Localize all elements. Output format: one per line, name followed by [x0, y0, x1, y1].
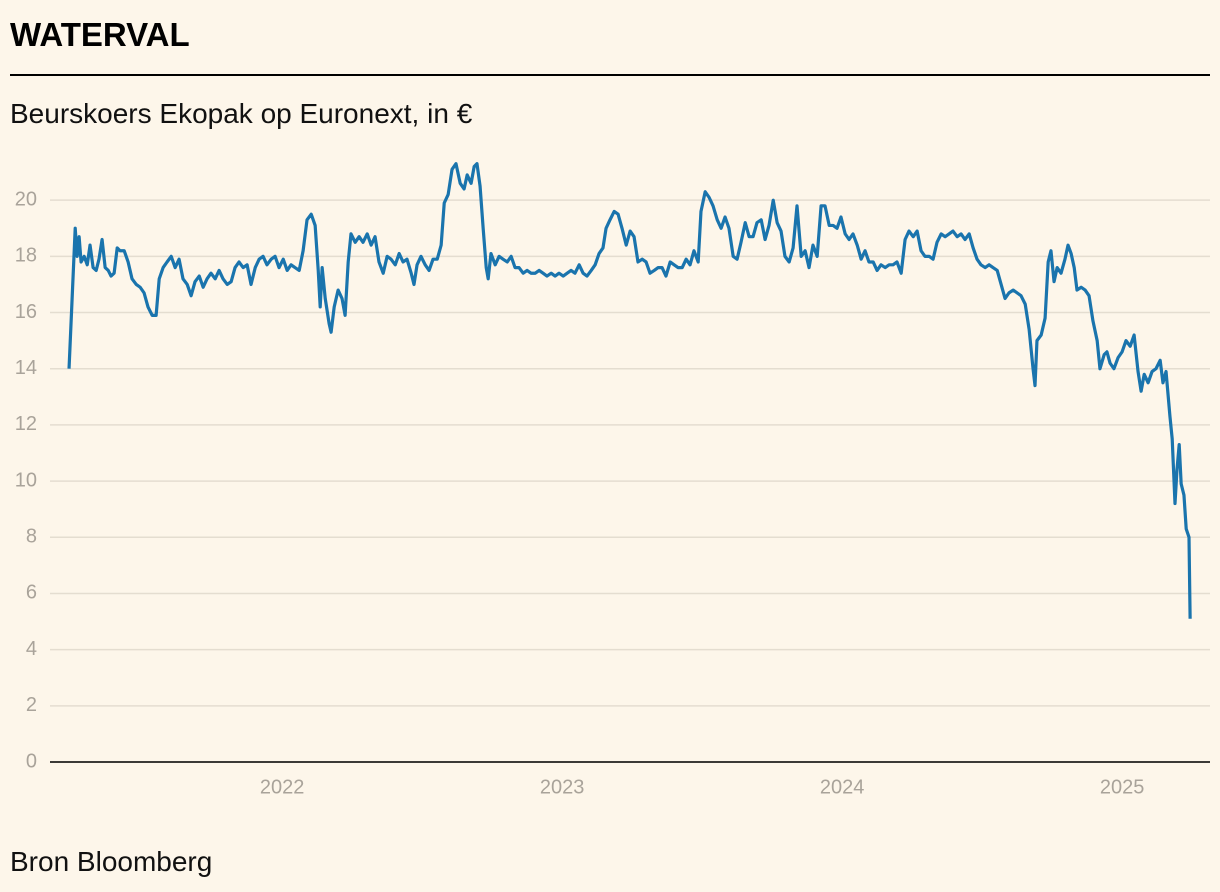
x-tick-label: 2022 [260, 776, 305, 798]
y-tick-label: 6 [26, 582, 37, 604]
y-tick-label: 12 [15, 413, 37, 435]
y-tick-label: 10 [15, 469, 37, 491]
y-tick-label: 14 [15, 357, 37, 379]
y-tick-label: 20 [15, 188, 37, 210]
x-tick-label: 2024 [820, 776, 865, 798]
x-tick-label: 2023 [540, 776, 585, 798]
source: Bron Bloomberg [10, 846, 212, 877]
chart-title: WATERVAL [10, 16, 190, 53]
x-tick-label: 2025 [1100, 776, 1145, 798]
y-tick-label: 16 [15, 301, 37, 323]
y-tick-label: 2 [26, 694, 37, 716]
y-tick-label: 18 [15, 245, 37, 267]
y-tick-label: 0 [26, 750, 37, 772]
price-line [67, 162, 1192, 619]
y-tick-label: 4 [26, 638, 37, 660]
chart-subtitle: Beurskoers Ekopak op Euronext, in € [10, 98, 473, 129]
y-tick-label: 8 [26, 526, 37, 548]
